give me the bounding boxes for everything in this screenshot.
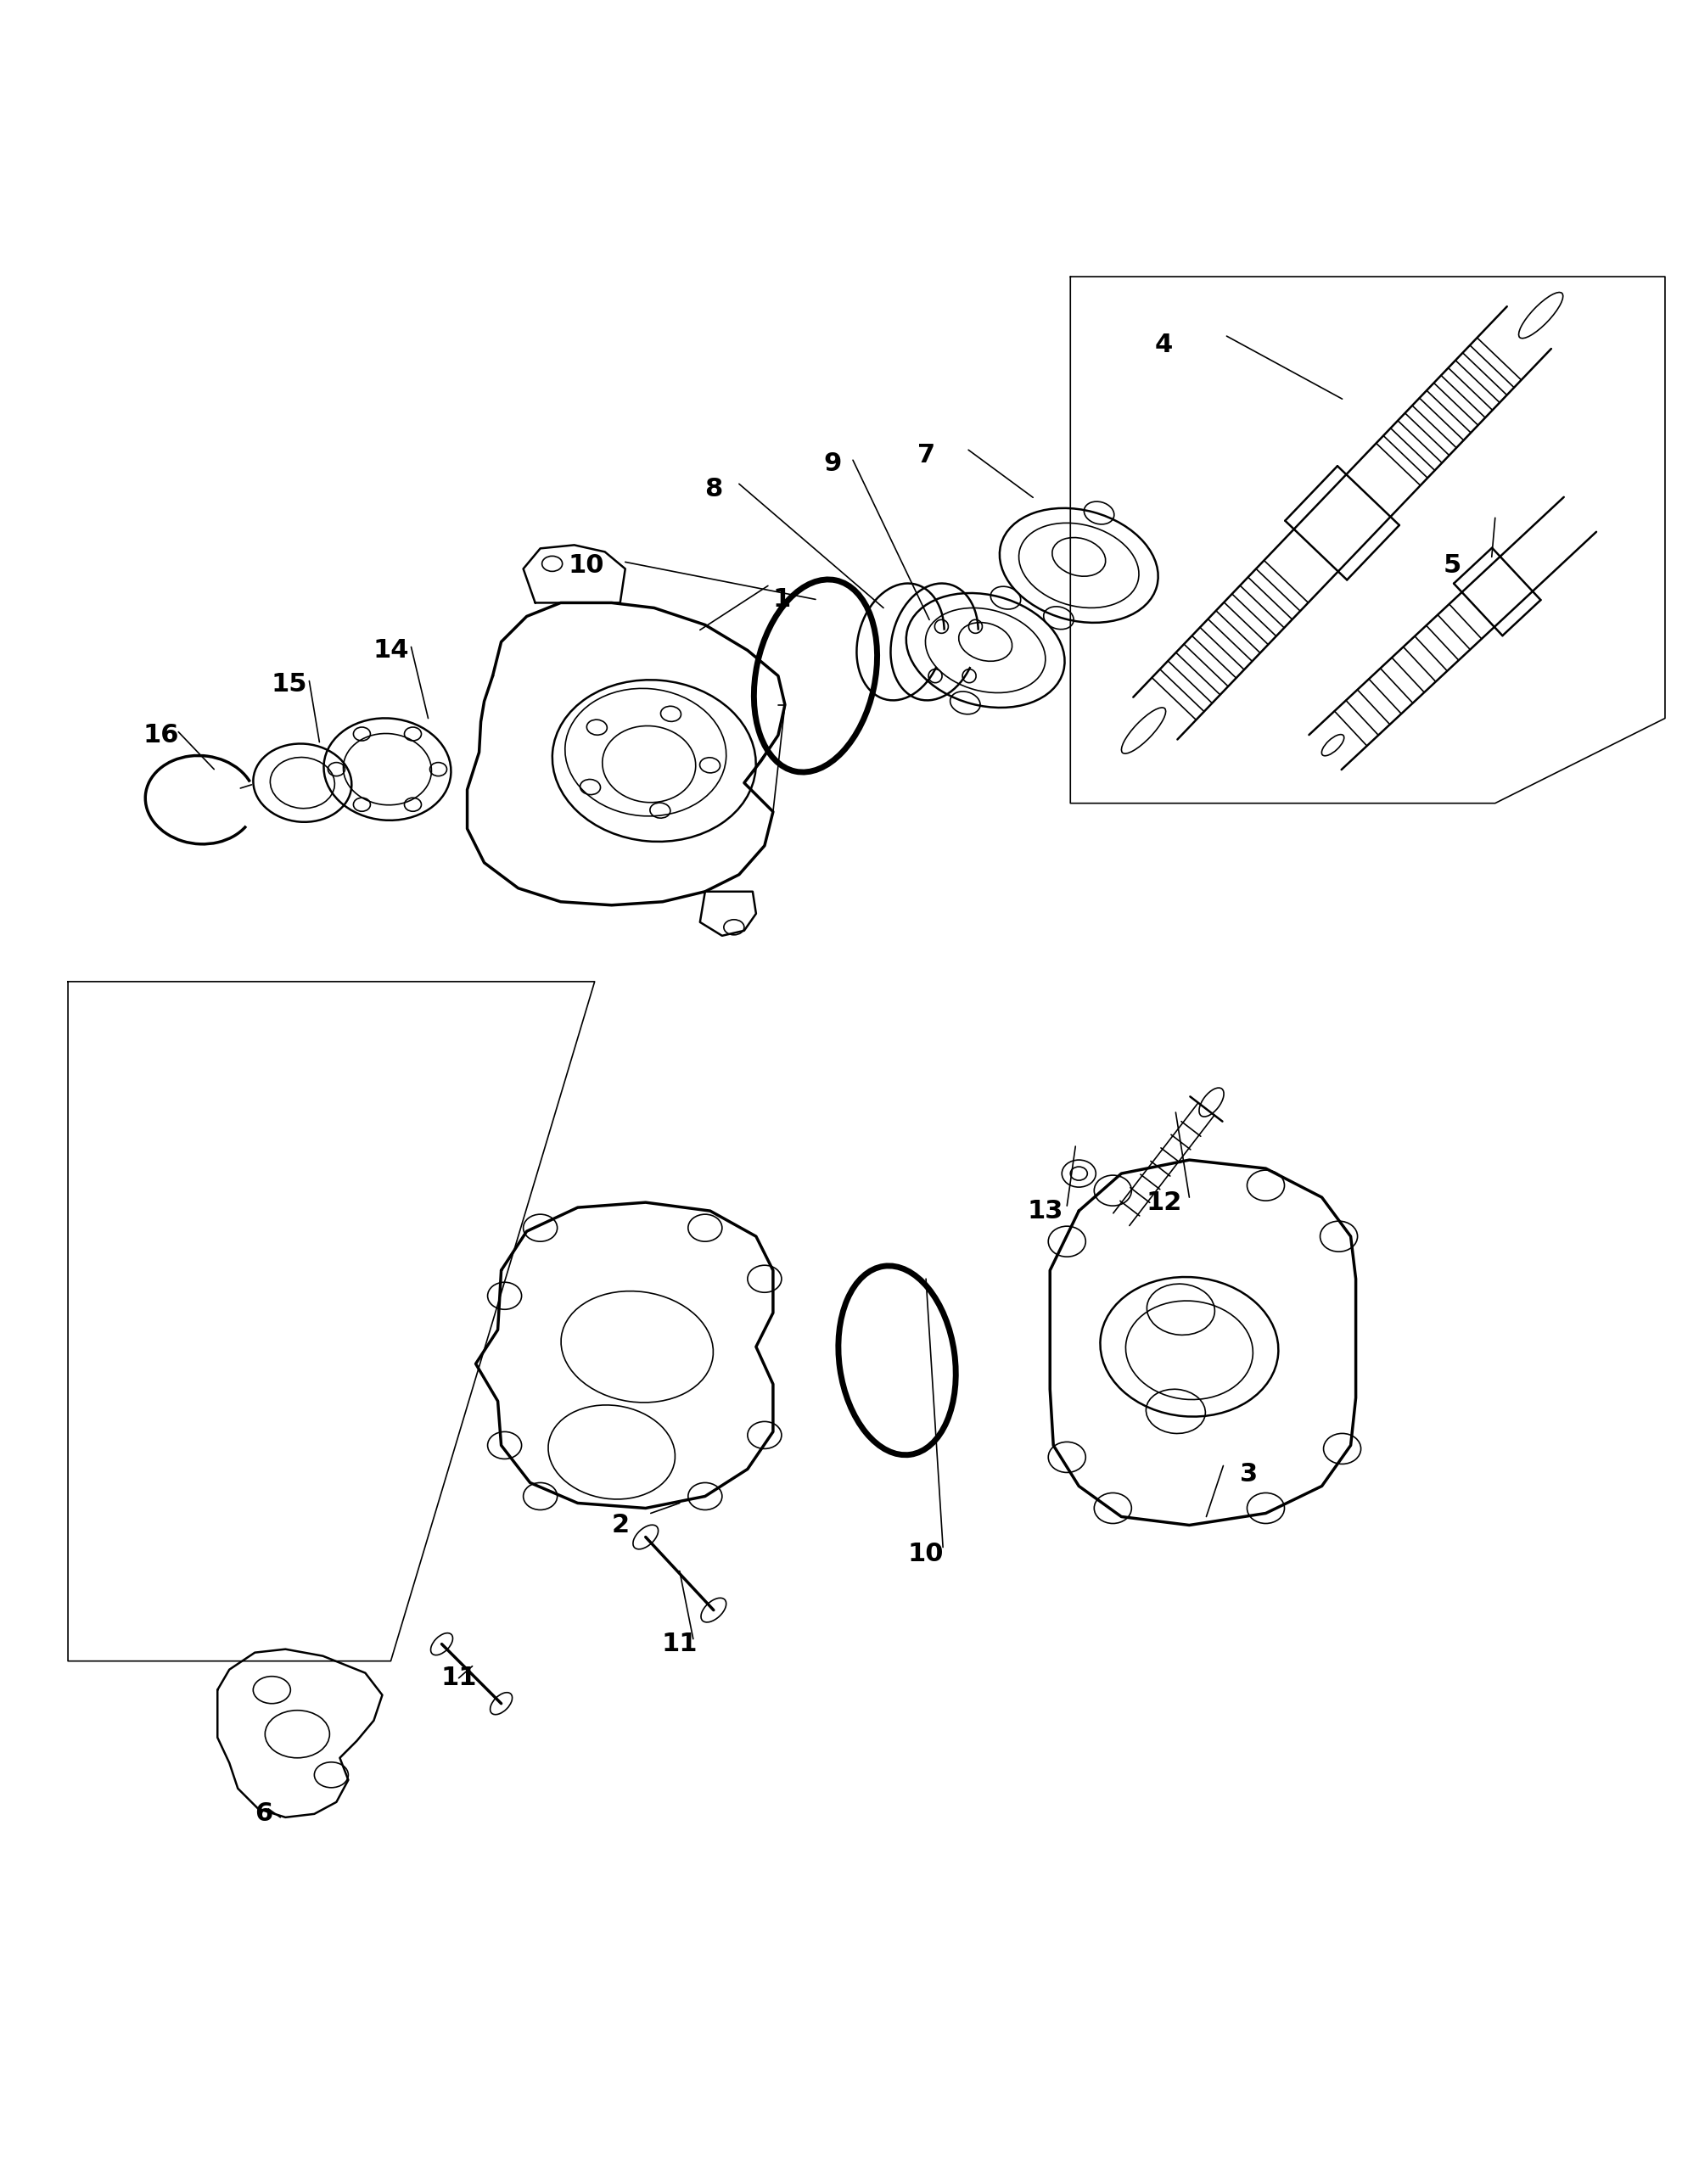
Text: 3: 3 xyxy=(1240,1461,1257,1487)
Text: 12: 12 xyxy=(1145,1190,1183,1214)
Text: 8: 8 xyxy=(705,476,722,502)
Text: 11: 11 xyxy=(661,1631,698,1655)
Text: 14: 14 xyxy=(372,638,409,662)
Text: 1: 1 xyxy=(773,587,790,612)
Text: 9: 9 xyxy=(824,452,841,476)
Text: 4: 4 xyxy=(1155,332,1172,356)
Text: 10: 10 xyxy=(907,1542,945,1566)
Text: 5: 5 xyxy=(1444,553,1461,579)
Text: 2: 2 xyxy=(612,1514,629,1538)
Text: 13: 13 xyxy=(1026,1199,1064,1223)
Text: 15: 15 xyxy=(270,673,308,697)
Text: 16: 16 xyxy=(143,723,180,747)
Text: 6: 6 xyxy=(255,1802,272,1826)
Text: 11: 11 xyxy=(440,1666,477,1690)
Text: 7: 7 xyxy=(917,443,934,467)
Text: 10: 10 xyxy=(567,553,605,579)
